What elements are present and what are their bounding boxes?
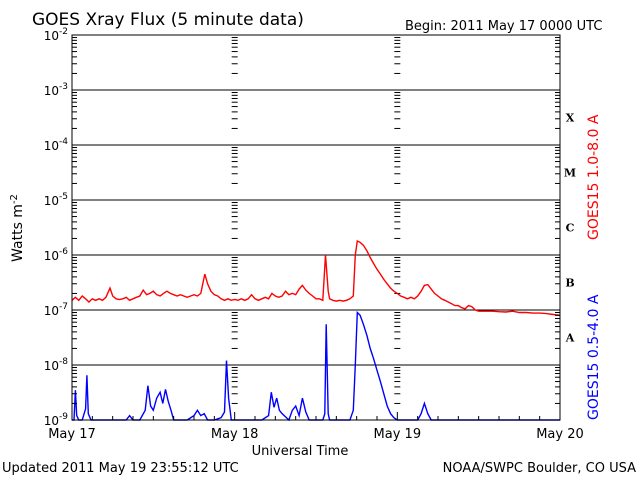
flare-class-label: A <box>565 332 575 345</box>
x-axis: May 17 May 18 May 19 May 20 <box>48 412 584 442</box>
x-tick-label: May 17 <box>48 427 96 442</box>
y-tick-label: 10-5 <box>44 192 68 208</box>
legend-long-channel: GOES15 1.0-8.0 A <box>586 114 602 240</box>
series-line-long <box>71 239 561 316</box>
y-tick-label: 10-3 <box>44 82 68 98</box>
y-tick-label: 10-4 <box>44 137 69 153</box>
flare-class-label: M <box>564 167 576 180</box>
series-lines <box>71 239 561 422</box>
begin-label: Begin: 2011 May 17 0000 UTC <box>405 19 602 34</box>
plot-frame <box>71 34 561 421</box>
day-minor-ticks <box>231 37 401 404</box>
y-axis-label: Watts m-2 <box>9 194 26 262</box>
updated-label: Updated 2011 May 19 23:55:12 UTC <box>2 461 239 476</box>
grid <box>72 34 560 421</box>
y-axis-label-base: Watts m <box>10 204 26 262</box>
flare-class-label: B <box>565 277 574 290</box>
x-tick-label: May 18 <box>211 427 259 442</box>
x-axis-label: Universal Time <box>252 444 349 459</box>
chart-title: GOES Xray Flux (5 minute data) <box>32 10 304 30</box>
flare-class-labels: A B C M X <box>564 112 576 345</box>
y-tick-label: 10-9 <box>44 412 69 428</box>
x-tick-label: May 20 <box>536 427 584 442</box>
y-tick-label: 10-6 <box>44 247 69 263</box>
y-tick-label: 10-2 <box>44 27 68 43</box>
credit-label: NOAA/SWPC Boulder, CO USA <box>443 461 636 476</box>
y-axis-label-exp: -2 <box>9 194 20 204</box>
legend-short-channel: GOES15 0.5-4.0 A <box>586 294 602 420</box>
flare-class-label: C <box>566 222 575 235</box>
y-axis: 10-9 10-8 10-7 10-6 10-5 10-4 10-3 10-2 <box>44 27 560 428</box>
x-tick-label: May 19 <box>374 427 422 442</box>
y-tick-label: 10-7 <box>44 302 68 318</box>
y-tick-label: 10-8 <box>44 357 69 373</box>
series-line-short <box>72 310 560 422</box>
flare-class-label: X <box>566 112 575 125</box>
